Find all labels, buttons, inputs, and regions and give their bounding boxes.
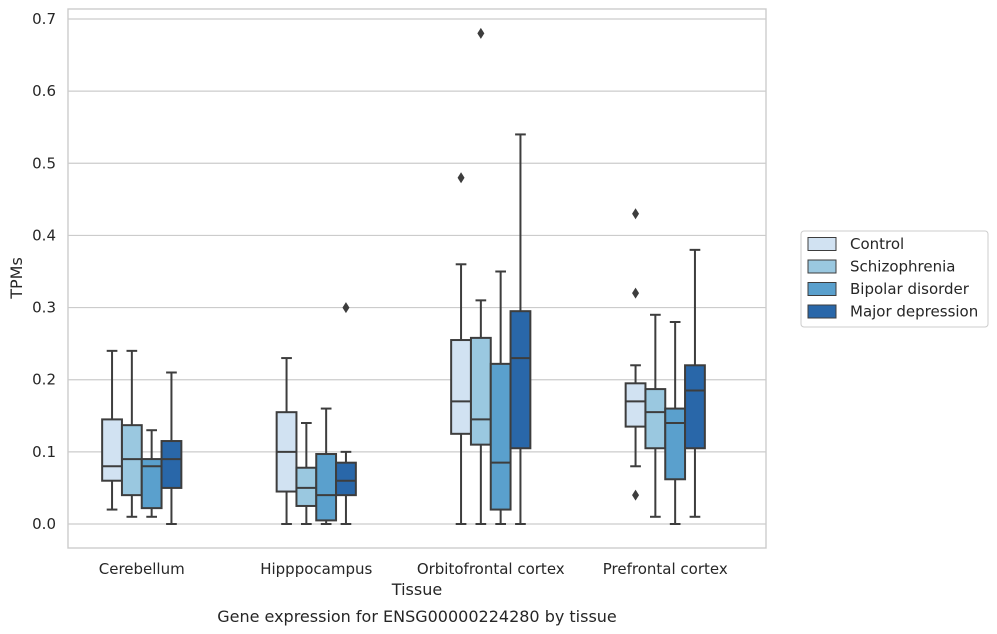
box-iqr bbox=[624, 382, 647, 428]
legend-label: Bipolar disorder bbox=[850, 280, 970, 298]
box-iqr bbox=[101, 418, 123, 482]
y-tick-label: 0.5 bbox=[32, 154, 56, 172]
box-iqr bbox=[469, 336, 492, 446]
y-tick-label: 0.1 bbox=[32, 443, 56, 461]
box-iqr bbox=[489, 362, 512, 511]
box-iqr bbox=[664, 407, 687, 481]
box-group bbox=[101, 349, 183, 525]
y-tick-label: 0.2 bbox=[32, 371, 56, 389]
legend-frame bbox=[800, 230, 989, 328]
legend-label: Control bbox=[850, 235, 904, 253]
x-tick-label: Cerebellum bbox=[99, 560, 185, 578]
outlier-point bbox=[457, 172, 465, 184]
box-groups bbox=[101, 27, 706, 525]
legend-swatch bbox=[807, 237, 837, 251]
outlier-point bbox=[632, 208, 640, 220]
x-axis-title: Tissue bbox=[391, 580, 442, 599]
y-tick-label: 0.3 bbox=[32, 299, 56, 317]
legend-swatch bbox=[807, 259, 837, 274]
outlier-point bbox=[632, 287, 640, 299]
box-iqr bbox=[315, 453, 338, 522]
gridlines bbox=[68, 18, 766, 525]
legend-swatch bbox=[807, 282, 837, 296]
outlier-point bbox=[632, 489, 640, 501]
legend-label: Schizophrenia bbox=[850, 258, 955, 276]
y-axis-title: TPMs bbox=[7, 257, 26, 300]
box-iqr bbox=[160, 440, 183, 489]
y-tick-label: 0.6 bbox=[32, 82, 56, 100]
outlier-point bbox=[342, 302, 350, 314]
y-tick-label: 0.7 bbox=[32, 10, 56, 28]
box-iqr bbox=[684, 364, 706, 450]
plot-frame bbox=[67, 8, 767, 549]
box-iqr bbox=[120, 424, 143, 497]
box-iqr bbox=[644, 388, 667, 450]
x-tick-label: Prefrontal cortex bbox=[603, 560, 728, 578]
y-tick-label: 0.4 bbox=[32, 226, 56, 244]
box-iqr bbox=[509, 310, 532, 450]
axis-ticks: 0.0 0.1 0.2 0.3 0.4 0.5 0.6 0.7 Cerebellum Hipppo… bbox=[32, 10, 728, 578]
y-tick-label: 0.0 bbox=[32, 515, 56, 533]
box-iqr bbox=[450, 339, 472, 435]
box-group bbox=[275, 302, 357, 525]
x-tick-label: Hipppocampus bbox=[260, 560, 372, 578]
legend-swatch bbox=[807, 304, 837, 319]
box-group bbox=[450, 27, 532, 525]
box-iqr bbox=[335, 461, 357, 497]
chart-caption: Gene expression for ENSG00000224280 by t… bbox=[217, 607, 617, 626]
box-group bbox=[624, 208, 706, 525]
x-tick-label: Orbitofrontal cortex bbox=[417, 560, 565, 578]
legend-label: Major depression bbox=[850, 303, 978, 321]
outlier-point bbox=[477, 27, 485, 39]
legend: Control Schizophrenia Bipolar disorder Majo… bbox=[800, 230, 989, 328]
box-iqr bbox=[295, 466, 318, 507]
